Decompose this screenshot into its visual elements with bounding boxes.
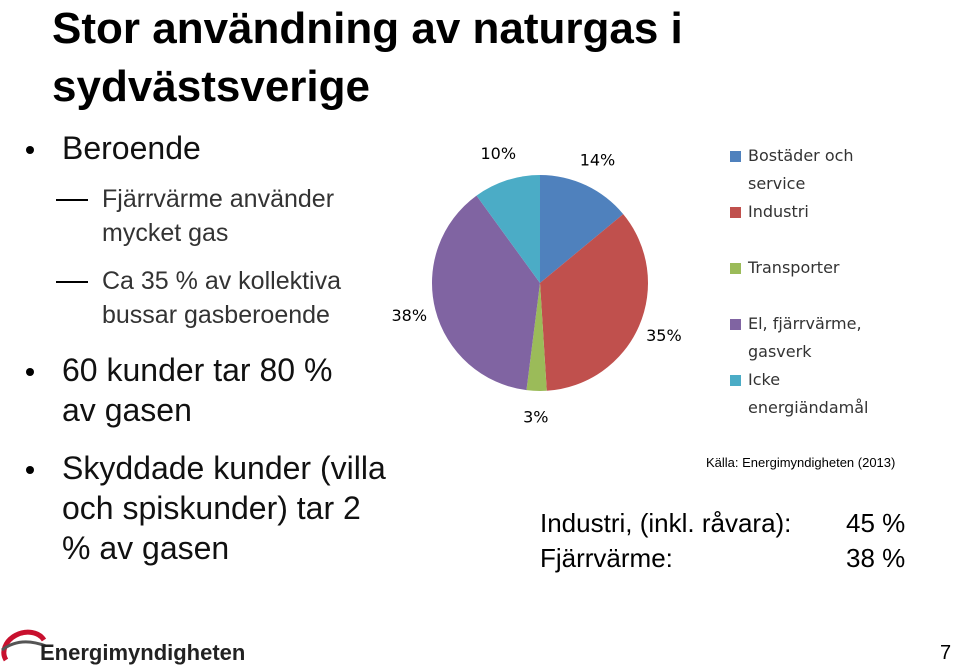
logo-text: Energimyndigheten bbox=[40, 640, 246, 665]
legend-swatch bbox=[730, 263, 741, 274]
bullet: Skyddade kunder (villa och spiskunder) t… bbox=[26, 448, 392, 568]
table-cell: Fjärrvärme: bbox=[540, 543, 673, 573]
logo-mark bbox=[1, 629, 47, 662]
table-cell: Industri, (inkl. råvara): bbox=[540, 508, 792, 538]
pie-slice bbox=[540, 174, 624, 283]
legend-label: El, fjärrvärme, gasverk bbox=[748, 314, 862, 361]
bullet: Beroende bbox=[26, 128, 362, 168]
legend-label: Transporter bbox=[748, 258, 840, 277]
legend-label: Bostäder och service bbox=[748, 146, 854, 193]
data-label: 10% bbox=[481, 144, 517, 163]
legend-swatch bbox=[730, 151, 741, 162]
source: Källa: Energimyndigheten (2013) bbox=[706, 455, 896, 470]
data-label: 3% bbox=[523, 407, 548, 426]
pie-slice bbox=[526, 283, 547, 391]
table-cell: 38 % bbox=[846, 543, 906, 573]
legend-swatch bbox=[730, 207, 741, 218]
legend-swatch bbox=[730, 319, 741, 330]
data-label: 38% bbox=[391, 306, 427, 325]
slide-title: Stor användning av naturgas i sydvästsve… bbox=[52, 4, 683, 111]
legend-label: Icke energiändamål bbox=[748, 370, 869, 417]
pie-slice bbox=[432, 195, 540, 391]
sub-bullet: Fjärrvärme använder mycket gas bbox=[56, 182, 382, 250]
legend-swatch bbox=[730, 375, 741, 386]
legend-label: Industri bbox=[748, 202, 809, 221]
pie-slice bbox=[540, 214, 648, 391]
table-cell: 45 % bbox=[846, 508, 906, 538]
pie-slice bbox=[476, 175, 540, 283]
page-number: 7 bbox=[940, 642, 952, 664]
data-label: 14% bbox=[580, 150, 616, 169]
sub-bullet: Ca 35 % av kollektiva bussar gasberoende bbox=[56, 264, 402, 332]
data-label: 35% bbox=[646, 326, 682, 345]
bullet: 60 kunder tar 80 % av gasen bbox=[26, 350, 362, 430]
